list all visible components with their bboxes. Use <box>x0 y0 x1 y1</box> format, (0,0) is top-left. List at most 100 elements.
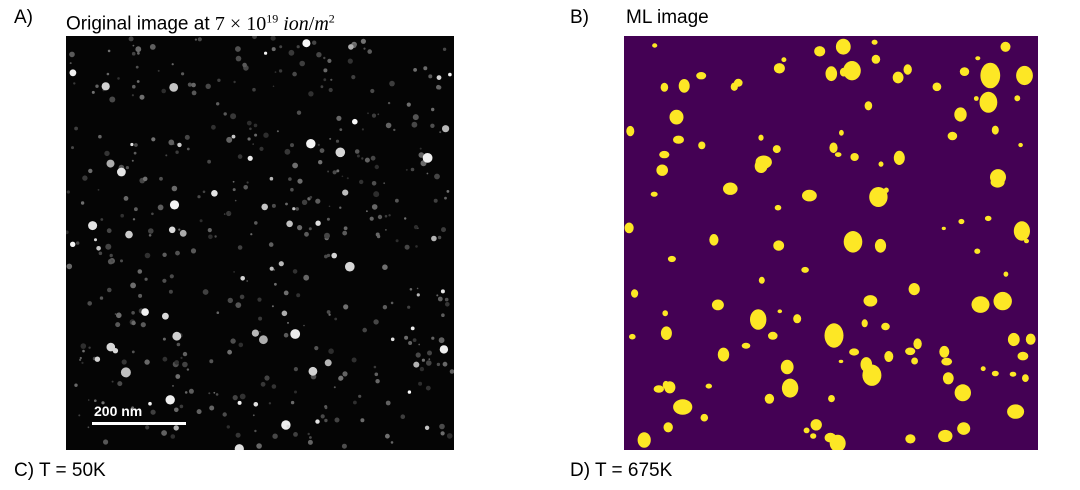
faint-speckle <box>296 293 301 298</box>
segmented-particle <box>637 432 651 448</box>
faint-speckle <box>226 136 233 143</box>
faint-speckle <box>293 432 298 437</box>
panel-b-title: ML image <box>626 7 709 28</box>
faint-speckle <box>333 386 336 389</box>
faint-speckle <box>174 407 179 413</box>
faint-speckle <box>320 85 324 89</box>
faint-speckle <box>215 393 219 396</box>
faint-speckle <box>235 55 242 62</box>
bright-grain <box>422 153 433 163</box>
segmented-particle <box>1018 142 1023 148</box>
segmented-particle <box>781 57 787 63</box>
faint-speckle <box>264 375 270 381</box>
faint-speckle <box>410 167 415 172</box>
segmented-particle <box>754 159 768 173</box>
bright-grain <box>264 51 268 55</box>
faint-speckle <box>288 177 292 181</box>
faint-speckle <box>390 441 394 444</box>
segmented-particle <box>673 399 693 415</box>
faint-speckle <box>132 44 135 47</box>
faint-speckle <box>366 210 368 213</box>
bright-grain <box>240 276 245 281</box>
scale-bar-label: 200 nm <box>94 403 143 419</box>
faint-speckle <box>79 358 82 361</box>
faint-speckle <box>426 360 432 366</box>
faint-speckle <box>320 414 325 419</box>
segmented-particle <box>664 381 676 394</box>
faint-speckle <box>99 296 104 300</box>
faint-speckle <box>235 302 242 308</box>
bright-grain <box>179 229 187 237</box>
faint-speckle <box>297 225 303 231</box>
faint-speckle <box>139 94 145 100</box>
faint-speckle <box>430 123 435 128</box>
faint-speckle <box>271 47 276 52</box>
faint-speckle <box>175 150 179 154</box>
faint-speckle <box>409 288 413 291</box>
faint-speckle <box>404 217 407 220</box>
faint-speckle <box>117 77 120 80</box>
segmented-particle <box>905 434 916 444</box>
segmented-particle <box>696 72 707 80</box>
faint-speckle <box>303 274 310 281</box>
panel-d-caption: D) T = 675K <box>570 460 673 481</box>
bright-grain <box>106 159 115 168</box>
faint-speckle <box>234 199 237 202</box>
faint-speckle <box>361 128 364 131</box>
faint-speckle <box>400 414 406 420</box>
segmented-particle <box>849 348 860 356</box>
faint-speckle <box>427 350 432 356</box>
faint-speckle <box>88 346 91 349</box>
faint-speckle <box>239 393 246 400</box>
faint-speckle <box>237 245 243 250</box>
faint-speckle <box>327 170 330 173</box>
faint-speckle <box>334 417 340 423</box>
segmented-particle <box>839 129 844 136</box>
segmented-particle <box>723 182 738 195</box>
segmented-particle <box>878 161 884 167</box>
bright-grain <box>141 308 149 316</box>
faint-speckle <box>131 94 134 97</box>
segmented-particle <box>980 62 1001 89</box>
faint-speckle <box>444 196 447 200</box>
faint-speckle <box>361 157 364 160</box>
faint-speckle <box>128 36 134 42</box>
faint-speckle <box>134 207 138 212</box>
segmented-particle <box>629 333 636 340</box>
bright-grain <box>439 345 449 354</box>
faint-speckle <box>131 406 134 410</box>
segmented-particle <box>793 314 802 324</box>
segmented-particle <box>758 276 765 284</box>
faint-speckle <box>223 112 227 116</box>
faint-speckle <box>412 114 419 121</box>
segmented-particle <box>871 54 881 64</box>
segmented-particle <box>908 283 920 296</box>
faint-speckle <box>290 187 294 192</box>
faint-speckle <box>162 278 167 283</box>
faint-speckle <box>423 66 428 71</box>
faint-speckle <box>367 112 369 115</box>
faint-speckle <box>315 198 321 204</box>
bright-grain <box>442 125 450 133</box>
faint-speckle <box>385 400 391 406</box>
bright-grain <box>431 235 437 242</box>
segmented-particle <box>957 422 971 435</box>
faint-speckle <box>263 132 269 138</box>
faint-speckle <box>140 322 146 328</box>
bright-grain <box>440 289 445 294</box>
faint-speckle <box>239 294 245 300</box>
faint-speckle <box>330 78 333 81</box>
faint-speckle <box>136 80 140 83</box>
faint-speckle <box>415 352 421 358</box>
faint-speckle <box>449 369 454 374</box>
segmented-particle <box>667 255 676 263</box>
faint-speckle <box>351 357 357 363</box>
faint-speckle <box>328 205 331 208</box>
segmented-particle <box>734 78 743 87</box>
bright-grain <box>286 424 290 428</box>
faint-speckle <box>116 312 122 319</box>
faint-speckle <box>371 204 378 210</box>
bright-grain <box>253 402 259 407</box>
faint-speckle <box>405 168 408 171</box>
bright-grain <box>247 155 253 161</box>
